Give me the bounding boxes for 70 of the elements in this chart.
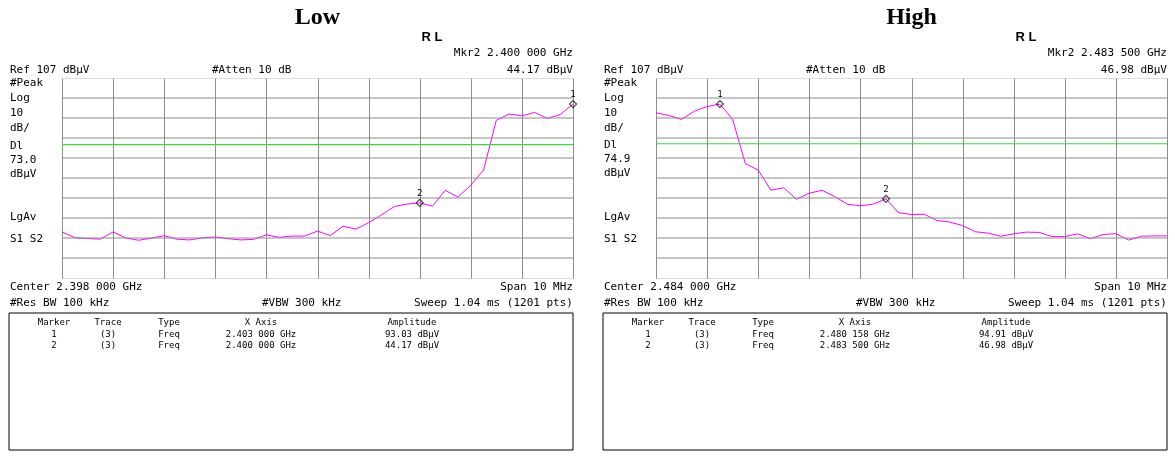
- text: 2.483 500 GHz: [819, 340, 891, 350]
- chart-title: High: [886, 3, 937, 29]
- text: R L: [421, 29, 443, 44]
- text: Center 2.484 000 GHz: [604, 280, 737, 293]
- text: 10: [604, 106, 618, 119]
- text: Ref 107 dBµV: [604, 63, 684, 76]
- text: Marker: [37, 317, 71, 327]
- text: Trace: [688, 317, 716, 327]
- ref-line-label: Dl 74.9 dBµV: [604, 137, 631, 179]
- text: Ref 107 dBµV: [10, 63, 90, 76]
- text: Freq: [752, 329, 774, 339]
- text: 46.98 dBµV: [1100, 63, 1168, 76]
- text: #Peak: [10, 76, 44, 89]
- text: Freq: [752, 340, 774, 350]
- annotation: 1: [717, 89, 723, 100]
- text: Log: [604, 91, 624, 104]
- text: Log: [10, 91, 30, 104]
- text: Freq: [158, 340, 180, 350]
- text: Trace: [94, 317, 122, 327]
- text: S1 S2: [10, 232, 44, 245]
- text: 93.03 dBµV: [384, 329, 440, 339]
- text: 46.98 dBµV: [978, 340, 1034, 350]
- text: dB/: [604, 121, 624, 134]
- text: #VBW 300 kHz: [262, 296, 342, 309]
- annotation: 2: [883, 183, 889, 194]
- text: #Atten 10 dB: [212, 63, 292, 76]
- text: Span 10 MHz: [500, 280, 573, 293]
- text: 2.480 158 GHz: [819, 329, 891, 339]
- text: 1: [51, 329, 57, 339]
- text: #Atten 10 dB: [806, 63, 886, 76]
- annotation: 1: [570, 89, 576, 100]
- text: 10: [10, 106, 24, 119]
- text: Sweep 1.04 ms (1201 pts): [1008, 296, 1167, 309]
- text: X Axis: [838, 317, 872, 327]
- text: LgAv: [10, 210, 37, 223]
- text: #Peak: [604, 76, 638, 89]
- text: Type: [158, 317, 180, 327]
- text: 1: [645, 329, 651, 339]
- text: R L: [1015, 29, 1037, 44]
- text: Amplitude: [387, 317, 437, 327]
- text: Center 2.398 000 GHz: [10, 280, 143, 293]
- text: Freq: [158, 329, 180, 339]
- text: Mkr2 2.483 500 GHz: [1047, 46, 1167, 59]
- text: Span 10 MHz: [1094, 280, 1167, 293]
- text: #Res BW 100 kHz: [10, 296, 110, 309]
- chart-title: Low: [294, 3, 341, 29]
- text: (3): [99, 340, 117, 350]
- text: #VBW 300 kHz: [856, 296, 936, 309]
- text: Marker: [631, 317, 665, 327]
- text: 44.17 dBµV: [384, 340, 440, 350]
- text: #Res BW 100 kHz: [604, 296, 704, 309]
- text: LgAv: [604, 210, 631, 223]
- text: 2.400 000 GHz: [225, 340, 297, 350]
- text: 94.91 dBµV: [978, 329, 1034, 339]
- text: 2.403 000 GHz: [225, 329, 297, 339]
- text: (3): [99, 329, 117, 339]
- text: (3): [693, 329, 711, 339]
- text: 2: [645, 340, 651, 350]
- text: dB/: [10, 121, 30, 134]
- text: Amplitude: [981, 317, 1031, 327]
- annotation: 2: [416, 187, 423, 198]
- text: Type: [752, 317, 774, 327]
- text: 44.17 dBµV: [506, 63, 574, 76]
- ref-line-label: Dl 73.0 dBµV: [10, 138, 37, 180]
- text: 2: [51, 340, 57, 350]
- text: (3): [693, 340, 711, 350]
- text: Mkr2 2.400 000 GHz: [453, 46, 573, 59]
- text: S1 S2: [604, 232, 638, 245]
- text: X Axis: [244, 317, 278, 327]
- text: Sweep 1.04 ms (1201 pts): [414, 296, 573, 309]
